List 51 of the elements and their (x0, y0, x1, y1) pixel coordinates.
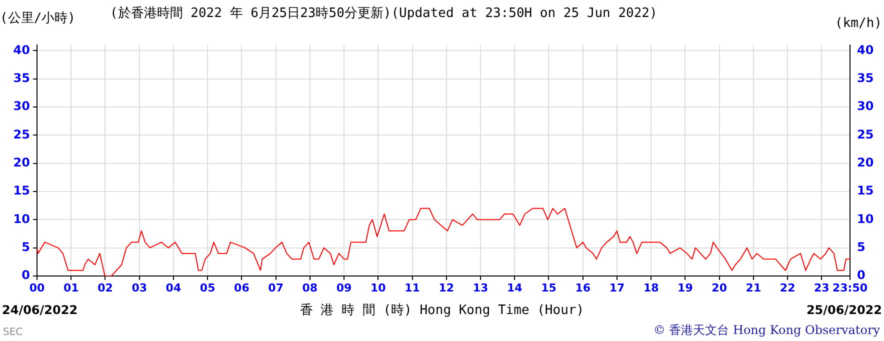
y2-tick-label: 35 (857, 70, 874, 85)
y-tick-label: 25 (13, 127, 30, 142)
y-tick-label: 0 (22, 268, 30, 282)
x-tick-label: 07 (268, 281, 284, 294)
text: © 香港天文台 Hong Kong Observatory (653, 322, 880, 339)
x-tick-label: 00 (29, 281, 45, 294)
x-tick-label: 17 (609, 281, 625, 294)
y2-tick-label: 15 (857, 184, 874, 198)
x-tick-label: 13 (472, 281, 488, 294)
y2-tick-label: 0 (857, 268, 866, 282)
y-tick-label: 40 (13, 42, 30, 57)
x-tick-label: 06 (234, 281, 250, 294)
y2-tick-label: 40 (857, 42, 874, 57)
x-tick-label: 20 (712, 281, 728, 294)
x-tick-label: 03 (132, 281, 148, 294)
x-tick-label: 05 (200, 281, 216, 294)
x-tick-label: 22 (780, 281, 796, 294)
y-tick-label: 20 (13, 155, 30, 170)
x-tick-label: 02 (98, 281, 113, 294)
y2-tick-label: 30 (857, 99, 874, 114)
y-axis-title: (公里/小時) (0, 10, 76, 27)
x-tick-label: 09 (336, 281, 352, 294)
chart-title: (於香港時間 2022 年 6月25日23時50分更新)(Updated at 23:50H on 25 Jun 2022) (110, 5, 658, 22)
x-tick-label: 08 (302, 281, 318, 294)
y2-tick-label: 20 (857, 155, 874, 170)
text: 24/06/2022 (2, 303, 78, 317)
x-tick-label: 19 (678, 281, 693, 294)
y-tick-label: 10 (13, 212, 30, 226)
x-tick-label: 11 (404, 281, 420, 294)
x-tick-label: 12 (438, 281, 454, 294)
text: 25/06/2022 (806, 303, 882, 317)
x-tick-label: 10 (370, 281, 386, 294)
x-tick-label: 23 (814, 281, 830, 294)
x-tick-label: 04 (166, 281, 182, 294)
x-tick-label: 18 (643, 281, 659, 294)
x-tick-label: 23:50 (832, 281, 868, 294)
text: SEC (3, 327, 23, 338)
y2-axis-title: (km/h) (835, 16, 882, 31)
y2-tick-label: 10 (857, 212, 874, 226)
x-tick-label: 16 (575, 281, 591, 294)
x-axis-title: 香 港 時 間 (時) Hong Kong Time (Hour) (300, 303, 584, 318)
x-tick-label: 21 (746, 281, 762, 294)
y-tick-label: 35 (13, 70, 30, 85)
y-tick-label: 5 (22, 240, 30, 254)
y2-tick-label: 5 (857, 240, 866, 254)
x-tick-label: 15 (541, 281, 556, 294)
y-tick-label: 30 (13, 99, 30, 114)
x-tick-label: 14 (506, 281, 523, 294)
y2-tick-label: 25 (857, 127, 874, 142)
x-tick-label: 01 (63, 281, 79, 294)
y-tick-label: 15 (13, 184, 30, 198)
